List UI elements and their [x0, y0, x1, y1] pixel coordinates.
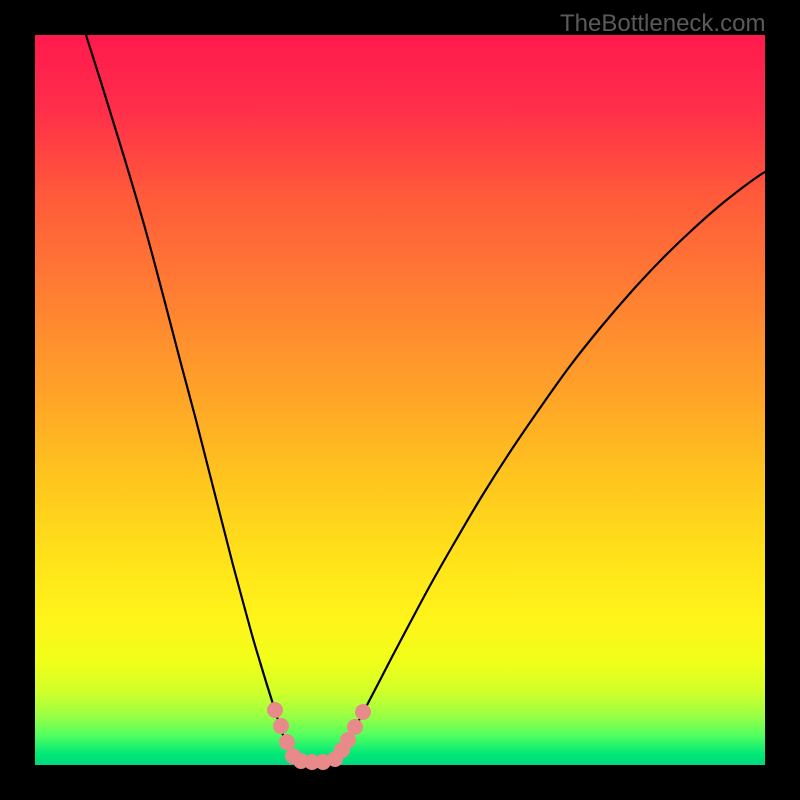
data-marker — [267, 702, 283, 718]
data-marker — [273, 718, 289, 734]
chart-container: TheBottleneck.com — [0, 0, 800, 800]
data-marker — [347, 719, 363, 735]
watermark-text: TheBottleneck.com — [560, 10, 765, 38]
plot-area — [35, 35, 765, 765]
data-marker — [355, 704, 371, 720]
